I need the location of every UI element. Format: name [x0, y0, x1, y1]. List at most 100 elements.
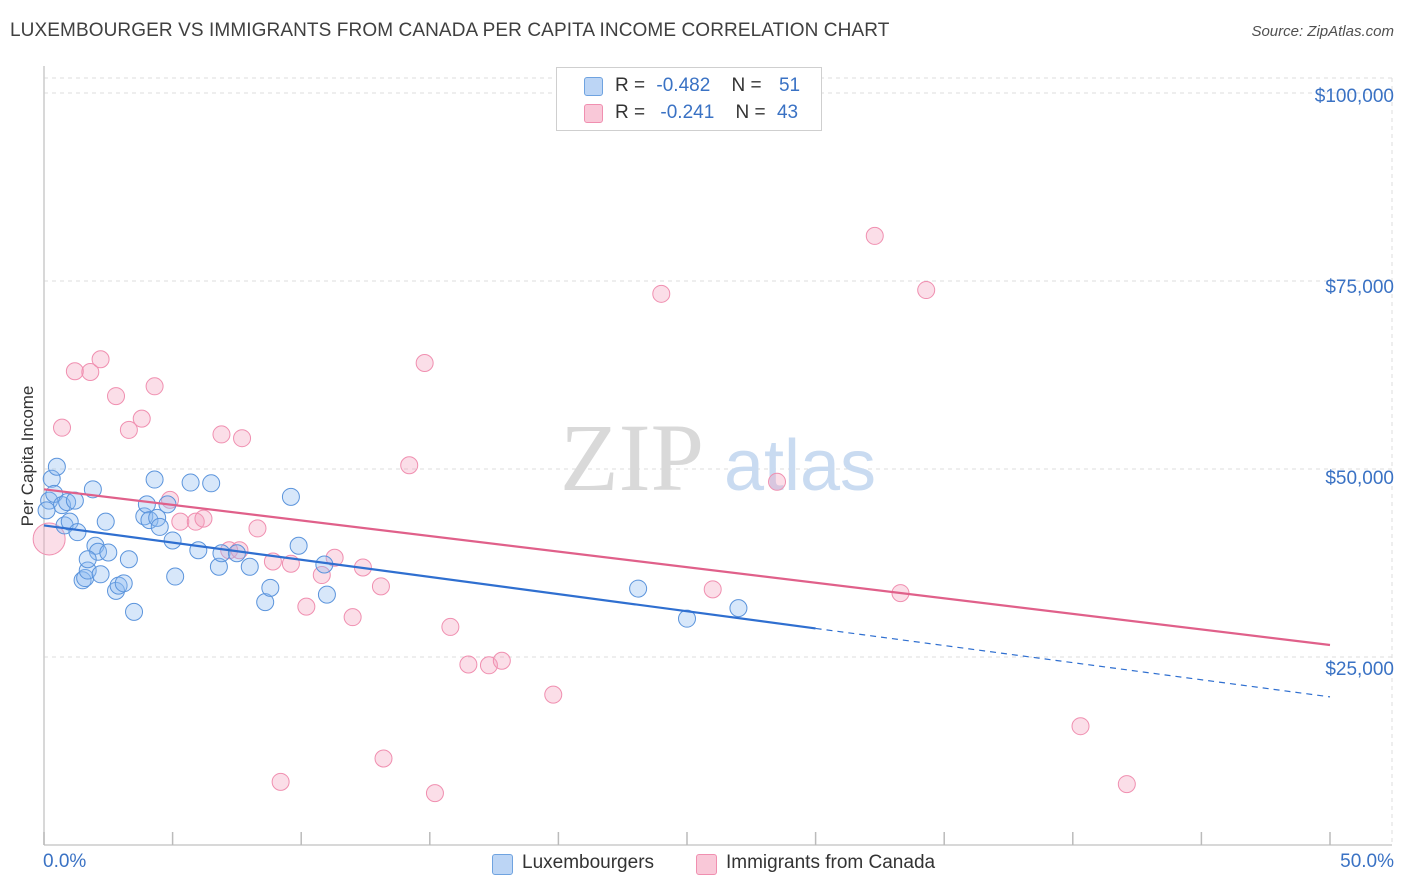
- point-immigrants: [233, 429, 252, 448]
- legend-swatch-immigrants: [584, 104, 603, 123]
- point-immigrants: [119, 420, 138, 439]
- point-luxembourgers: [83, 480, 102, 499]
- point-immigrants: [81, 363, 100, 382]
- point-luxembourgers: [209, 557, 228, 576]
- point-immigrants: [212, 425, 231, 444]
- point-immigrants: [1071, 717, 1090, 736]
- point-luxembourgers: [281, 487, 300, 506]
- point-luxembourgers: [58, 493, 77, 512]
- y-tick-25000: $25,000: [1325, 659, 1394, 680]
- point-luxembourgers: [317, 585, 336, 604]
- point-immigrants: [703, 580, 722, 599]
- point-luxembourgers: [68, 523, 87, 542]
- point-immigrants: [1117, 775, 1136, 794]
- point-immigrants: [297, 597, 316, 616]
- point-luxembourgers: [107, 581, 126, 600]
- point-immigrants: [325, 548, 344, 567]
- point-immigrants: [768, 472, 787, 491]
- legend-swatch-luxembourgers: [584, 77, 603, 96]
- point-luxembourgers: [729, 599, 748, 618]
- point-immigrants: [145, 377, 164, 396]
- point-luxembourgers: [73, 571, 92, 590]
- y-tick-100000: $100,000: [1314, 86, 1394, 107]
- point-luxembourgers: [150, 517, 169, 536]
- point-luxembourgers: [119, 550, 138, 569]
- point-luxembourgers: [76, 569, 95, 588]
- point-luxembourgers: [96, 512, 115, 531]
- point-immigrants: [312, 566, 331, 585]
- point-immigrants: [91, 350, 110, 369]
- point-luxembourgers: [78, 550, 97, 569]
- point-luxembourgers: [114, 574, 133, 593]
- point-luxembourgers: [202, 474, 221, 493]
- y-tick-50000: $50,000: [1325, 468, 1394, 489]
- point-immigrants: [65, 362, 84, 381]
- point-immigrants: [132, 409, 151, 428]
- point-luxembourgers: [227, 544, 246, 563]
- point-luxembourgers: [629, 579, 648, 598]
- trend-line-luxembourgers: [43, 524, 816, 630]
- point-immigrants: [32, 522, 66, 556]
- legend-row-immigrants: R = -0.241 N = 43: [615, 102, 798, 126]
- point-luxembourgers: [256, 593, 275, 612]
- legend-n-value: 51: [778, 75, 801, 96]
- point-luxembourgers: [137, 495, 156, 514]
- point-luxembourgers: [166, 567, 185, 586]
- series-luxembourgers-points: [37, 457, 748, 628]
- legend-n-value: 43: [776, 102, 799, 123]
- point-luxembourgers: [163, 531, 182, 550]
- trend-lines: [43, 488, 1331, 698]
- correlation-legend: R = -0.482 N = 51 R = -0.241 N = 43: [556, 67, 822, 131]
- gridlines: [44, 77, 1393, 845]
- chart-title: LUXEMBOURGER VS IMMIGRANTS FROM CANADA P…: [10, 20, 890, 41]
- x-tick-max: 50.0%: [1340, 851, 1394, 872]
- point-immigrants: [415, 353, 434, 372]
- watermark-atlas: atlas: [724, 426, 876, 506]
- point-luxembourgers: [181, 473, 200, 492]
- point-immigrants: [425, 784, 444, 803]
- legend-r-value: -0.241: [660, 102, 715, 123]
- point-immigrants: [652, 284, 671, 303]
- bottom-legend-luxembourgers: Luxembourgers: [522, 852, 655, 873]
- chart-source: Source: ZipAtlas.com: [1251, 23, 1394, 40]
- legend-r-label: R =: [615, 102, 646, 123]
- point-luxembourgers: [125, 602, 144, 621]
- point-immigrants: [248, 519, 267, 538]
- trend-line-luxembourgers-extension: [815, 627, 1331, 698]
- point-immigrants: [271, 772, 290, 791]
- point-luxembourgers: [89, 542, 108, 561]
- point-immigrants: [374, 749, 393, 768]
- series-immigrants-points: [32, 226, 1136, 803]
- point-luxembourgers: [91, 565, 110, 584]
- axes: [43, 66, 1392, 846]
- bottom-legend-swatch-luxembourgers: [492, 854, 513, 875]
- point-immigrants: [544, 685, 563, 704]
- point-luxembourgers: [145, 470, 164, 489]
- point-immigrants: [492, 651, 511, 670]
- legend-r-value: -0.482: [656, 75, 711, 96]
- point-luxembourgers: [37, 501, 56, 520]
- legend-r-label: R =: [615, 75, 646, 96]
- legend-n-label: N =: [731, 75, 762, 96]
- point-luxembourgers: [240, 557, 259, 576]
- point-luxembourgers: [289, 536, 308, 555]
- point-luxembourgers: [47, 457, 66, 476]
- y-tick-75000: $75,000: [1325, 277, 1394, 298]
- x-tick-min: 0.0%: [43, 851, 87, 872]
- legend-row-luxembourgers: R = -0.482 N = 51: [615, 75, 800, 99]
- point-immigrants: [865, 226, 884, 245]
- point-immigrants: [107, 387, 126, 406]
- point-immigrants: [194, 509, 213, 528]
- point-immigrants: [53, 418, 72, 437]
- trend-line-immigrants: [43, 488, 1331, 647]
- point-luxembourgers: [99, 543, 118, 562]
- point-immigrants: [917, 281, 936, 300]
- legend-n-label: N =: [735, 102, 766, 123]
- point-immigrants: [459, 655, 478, 674]
- point-luxembourgers: [261, 578, 280, 597]
- point-luxembourgers: [42, 469, 61, 488]
- point-luxembourgers: [60, 512, 79, 531]
- point-immigrants: [171, 512, 190, 531]
- point-immigrants: [400, 456, 419, 475]
